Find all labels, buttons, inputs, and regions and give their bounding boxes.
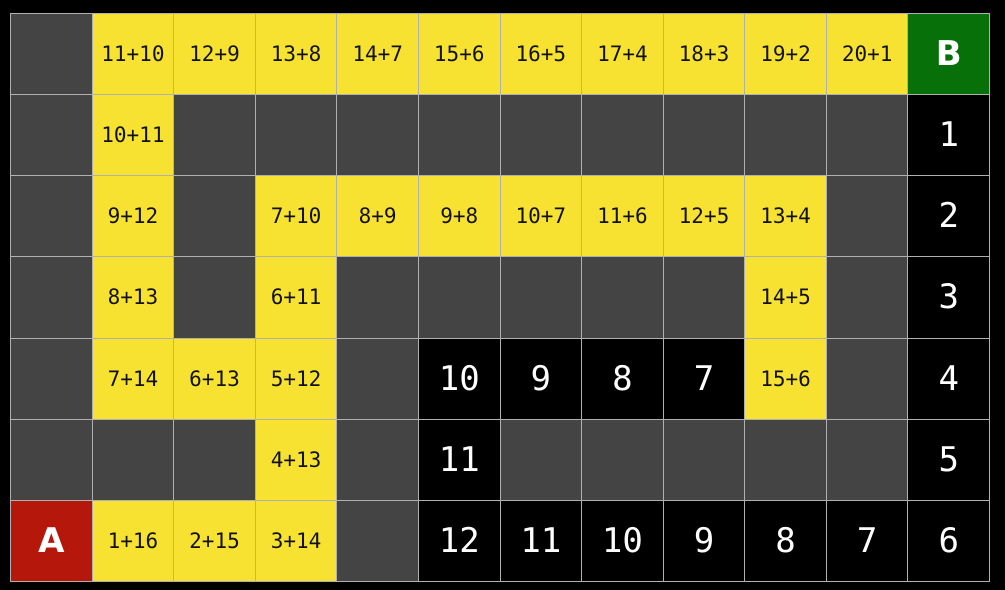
wall-cell: [337, 500, 418, 581]
path-cell: 13+8: [255, 14, 337, 95]
wall-cell: [500, 419, 582, 500]
wall-cell: [11, 14, 92, 95]
distance-cell: 8: [582, 338, 663, 419]
wall-cell: [582, 95, 663, 176]
wall-cell: [745, 419, 826, 500]
distance-cell: 12: [418, 500, 500, 581]
wall-cell: [418, 95, 500, 176]
wall-cell: [174, 257, 255, 338]
wall-cell: [11, 95, 92, 176]
wall-cell: [500, 95, 582, 176]
distance-cell: 9: [663, 500, 745, 581]
distance-cell: 7: [826, 500, 908, 581]
path-cell: 13+4: [745, 176, 826, 257]
path-cell: 10+11: [92, 95, 174, 176]
path-cell: 14+7: [337, 14, 418, 95]
distance-cell: 11: [500, 500, 582, 581]
path-cell: 8+9: [337, 176, 418, 257]
wall-cell: [826, 257, 908, 338]
path-cell: 14+5: [745, 257, 826, 338]
distance-cell: 8: [745, 500, 826, 581]
path-cell: 11+6: [582, 176, 663, 257]
path-cell: 7+14: [92, 338, 174, 419]
wall-cell: [337, 338, 418, 419]
wall-cell: [500, 257, 582, 338]
distance-cell: 5: [908, 419, 989, 500]
wall-cell: [582, 419, 663, 500]
path-cell: 8+13: [92, 257, 174, 338]
goal-cell-b: B: [908, 14, 989, 95]
distance-cell: 10: [418, 338, 500, 419]
path-cell: 6+11: [255, 257, 337, 338]
path-cell: 6+13: [174, 338, 255, 419]
path-cell: 11+10: [92, 14, 174, 95]
distance-cell: 4: [908, 338, 989, 419]
wall-cell: [418, 257, 500, 338]
path-cell: 5+12: [255, 338, 337, 419]
wall-cell: [745, 95, 826, 176]
pathfinding-grid: 11+10 12+9 13+8 14+7 15+6 16+5 17+4 18+3 19+2 20+…: [10, 13, 990, 582]
path-cell: 12+9: [174, 14, 255, 95]
wall-cell: [826, 176, 908, 257]
path-cell: 10+7: [500, 176, 582, 257]
path-cell: 1+16: [92, 500, 174, 581]
path-cell: 15+6: [418, 14, 500, 95]
path-cell: 17+4: [582, 14, 663, 95]
distance-cell: 2: [908, 176, 989, 257]
wall-cell: [582, 257, 663, 338]
wall-cell: [11, 176, 92, 257]
path-cell: 20+1: [826, 14, 908, 95]
wall-cell: [337, 257, 418, 338]
distance-cell: 11: [418, 419, 500, 500]
distance-cell: 7: [663, 338, 745, 419]
wall-cell: [826, 419, 908, 500]
wall-cell: [11, 257, 92, 338]
distance-cell: 1: [908, 95, 989, 176]
path-cell: 12+5: [663, 176, 745, 257]
distance-cell: 10: [582, 500, 663, 581]
path-cell: 16+5: [500, 14, 582, 95]
path-cell: 18+3: [663, 14, 745, 95]
distance-cell: 3: [908, 257, 989, 338]
path-cell: 19+2: [745, 14, 826, 95]
wall-cell: [11, 419, 92, 500]
wall-cell: [11, 338, 92, 419]
wall-cell: [663, 95, 745, 176]
path-cell: 3+14: [255, 500, 337, 581]
wall-cell: [663, 419, 745, 500]
path-cell: 15+6: [745, 338, 826, 419]
wall-cell: [826, 338, 908, 419]
wall-cell: [663, 257, 745, 338]
wall-cell: [826, 95, 908, 176]
wall-cell: [337, 95, 418, 176]
path-cell: 2+15: [174, 500, 255, 581]
wall-cell: [174, 419, 255, 500]
distance-cell: 6: [908, 500, 989, 581]
wall-cell: [92, 419, 174, 500]
distance-cell: 9: [500, 338, 582, 419]
wall-cell: [337, 419, 418, 500]
start-cell-a: A: [11, 500, 92, 581]
path-cell: 7+10: [255, 176, 337, 257]
path-cell: 9+12: [92, 176, 174, 257]
wall-cell: [174, 95, 255, 176]
path-cell: 4+13: [255, 419, 337, 500]
path-cell: 9+8: [418, 176, 500, 257]
wall-cell: [174, 176, 255, 257]
wall-cell: [255, 95, 337, 176]
